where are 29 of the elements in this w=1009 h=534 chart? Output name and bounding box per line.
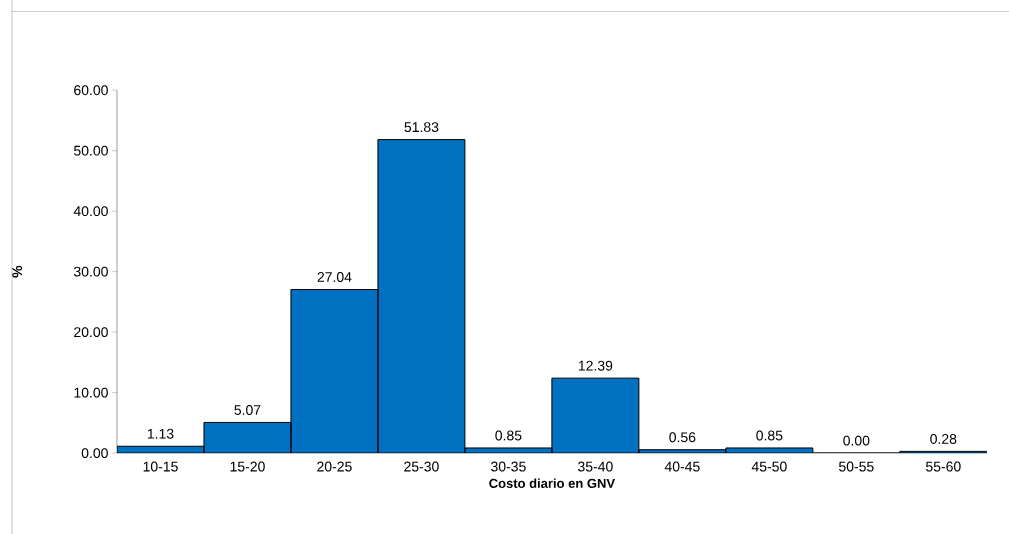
x-tick-label: 30-35 — [491, 461, 526, 472]
y-tick-label: 0.00 — [81, 447, 108, 458]
x-tick-label: 35-40 — [578, 461, 613, 472]
data-label: 5.07 — [234, 404, 261, 415]
x-tick-label: 20-25 — [317, 461, 352, 472]
data-label: 0.85 — [756, 430, 783, 441]
x-tick-label: 25-30 — [404, 461, 439, 472]
y-tick-label: 50.00 — [73, 145, 108, 156]
x-tick-label: 10-15 — [143, 461, 178, 472]
data-label: 27.04 — [317, 271, 352, 282]
data-label: 0.00 — [843, 435, 870, 446]
data-label: 12.39 — [578, 360, 613, 371]
y-tick-label: 10.00 — [74, 387, 108, 398]
x-tick-label: 45-50 — [751, 461, 787, 472]
data-label: 0.85 — [495, 430, 522, 441]
x-tick-label: 55-60 — [925, 461, 961, 472]
y-tick-label: 60.00 — [74, 85, 108, 95]
data-label: 0.28 — [930, 433, 957, 444]
x-axis-title: Costo diario en GNV — [489, 478, 615, 488]
data-label: 1.13 — [147, 428, 174, 439]
data-label: 51.83 — [404, 122, 439, 132]
y-tick-label: 30.00 — [73, 266, 108, 277]
data-label: 0.56 — [669, 432, 696, 443]
y-tick-label: 20.00 — [74, 327, 108, 337]
x-tick-label: 50-55 — [838, 461, 874, 472]
x-tick-label: 15-20 — [230, 461, 265, 472]
y-tick-label: 40.00 — [73, 206, 108, 216]
y-axis-title: % — [12, 265, 23, 278]
x-tick-label: 40-45 — [664, 461, 700, 472]
